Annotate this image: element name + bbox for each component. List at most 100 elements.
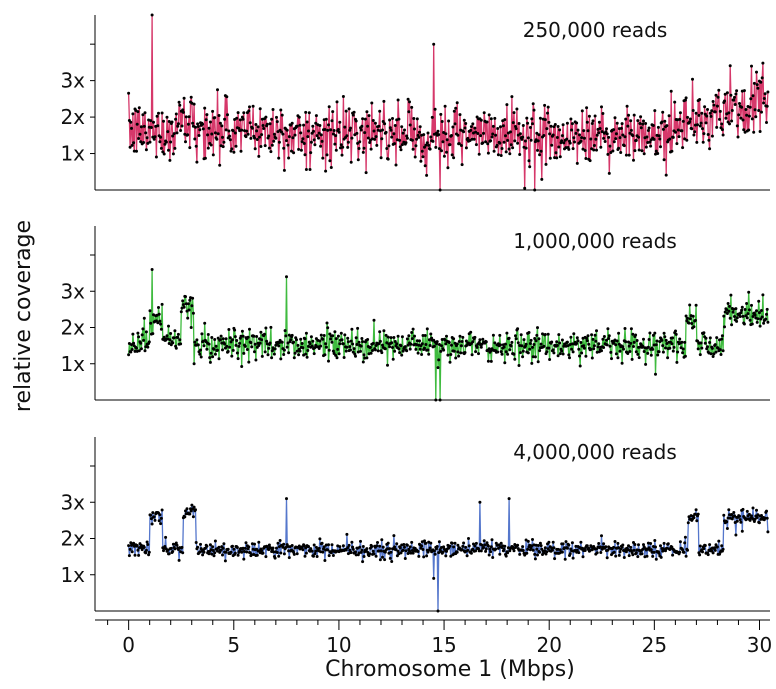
- data-point: [160, 508, 164, 512]
- data-point: [401, 548, 405, 552]
- data-point: [537, 337, 541, 341]
- data-point: [350, 540, 354, 544]
- data-point: [399, 551, 403, 555]
- data-point: [751, 506, 755, 510]
- data-point: [698, 124, 702, 128]
- data-point: [487, 347, 491, 351]
- data-point: [393, 340, 397, 343]
- data-point: [465, 554, 469, 558]
- data-point: [179, 129, 183, 132]
- x-tick-label: 30: [747, 633, 772, 657]
- data-point: [210, 132, 214, 136]
- data-point: [345, 134, 349, 138]
- data-point: [224, 550, 228, 554]
- data-point: [612, 550, 616, 554]
- data-point: [304, 551, 308, 555]
- data-point: [307, 545, 310, 548]
- data-point: [657, 350, 661, 354]
- data-point: [635, 339, 639, 342]
- data-point: [542, 344, 546, 348]
- data-point: [223, 559, 227, 563]
- data-point: [516, 543, 520, 547]
- data-point: [506, 138, 510, 142]
- data-point: [735, 519, 739, 523]
- data-point: [763, 92, 767, 96]
- data-point: [257, 540, 261, 544]
- data-point: [213, 539, 217, 543]
- data-point: [292, 340, 296, 344]
- data-point: [480, 543, 484, 547]
- data-point: [623, 135, 627, 139]
- data-point: [295, 338, 298, 342]
- data-point: [722, 513, 726, 517]
- data-point: [589, 347, 593, 351]
- data-point: [605, 132, 609, 136]
- data-point: [156, 124, 160, 128]
- data-point: [190, 503, 194, 507]
- data-point: [221, 145, 225, 149]
- data-point: [423, 334, 427, 337]
- data-point: [331, 334, 335, 338]
- data-point: [684, 96, 688, 100]
- data-point: [442, 348, 446, 352]
- data-point: [255, 138, 259, 141]
- data-point: [503, 544, 507, 548]
- data-point: [228, 336, 232, 340]
- data-point: [411, 327, 415, 331]
- data-point: [405, 543, 409, 547]
- data-point: [690, 127, 694, 131]
- data-point: [536, 553, 539, 557]
- data-point: [597, 542, 601, 545]
- data-point: [745, 302, 749, 305]
- data-point: [528, 126, 532, 129]
- data-point: [560, 139, 564, 143]
- data-point: [395, 542, 399, 546]
- data-point: [331, 554, 335, 557]
- data-point: [144, 548, 148, 552]
- data-point: [721, 349, 725, 353]
- data-point: [618, 136, 622, 140]
- data-point: [513, 139, 517, 143]
- data-point: [732, 511, 736, 514]
- data-point: [448, 143, 452, 147]
- data-point: [630, 357, 634, 361]
- data-point: [615, 339, 619, 343]
- data-point: [511, 121, 515, 125]
- data-point: [467, 537, 470, 540]
- data-point: [377, 549, 381, 553]
- data-point: [467, 544, 471, 548]
- data-point: [365, 356, 369, 360]
- data-point: [213, 116, 217, 120]
- data-point: [254, 123, 258, 126]
- data-point: [264, 555, 268, 559]
- data-point: [664, 346, 667, 350]
- data-point: [741, 118, 745, 122]
- data-point: [477, 152, 481, 156]
- data-point: [719, 353, 723, 356]
- data-point: [738, 514, 741, 518]
- data-point: [309, 140, 313, 144]
- data-point: [742, 322, 746, 326]
- data-point: [648, 140, 652, 144]
- data-point: [554, 151, 558, 155]
- data-point: [341, 145, 345, 149]
- data-point: [358, 545, 362, 549]
- data-point: [740, 308, 744, 312]
- data-point: [439, 112, 443, 116]
- data-point: [464, 122, 468, 125]
- data-point: [398, 351, 402, 355]
- data-point: [137, 137, 141, 140]
- data-point: [486, 359, 490, 363]
- data-point: [605, 127, 608, 131]
- data-point: [627, 113, 630, 117]
- data-point: [177, 558, 181, 562]
- data-point: [139, 140, 143, 144]
- data-point: [527, 159, 531, 163]
- data-point: [169, 140, 173, 144]
- data-point: [374, 554, 378, 558]
- data-point: [575, 121, 579, 125]
- data-point: [330, 543, 334, 547]
- data-point: [538, 153, 542, 157]
- data-point: [469, 551, 473, 555]
- data-point: [742, 89, 746, 93]
